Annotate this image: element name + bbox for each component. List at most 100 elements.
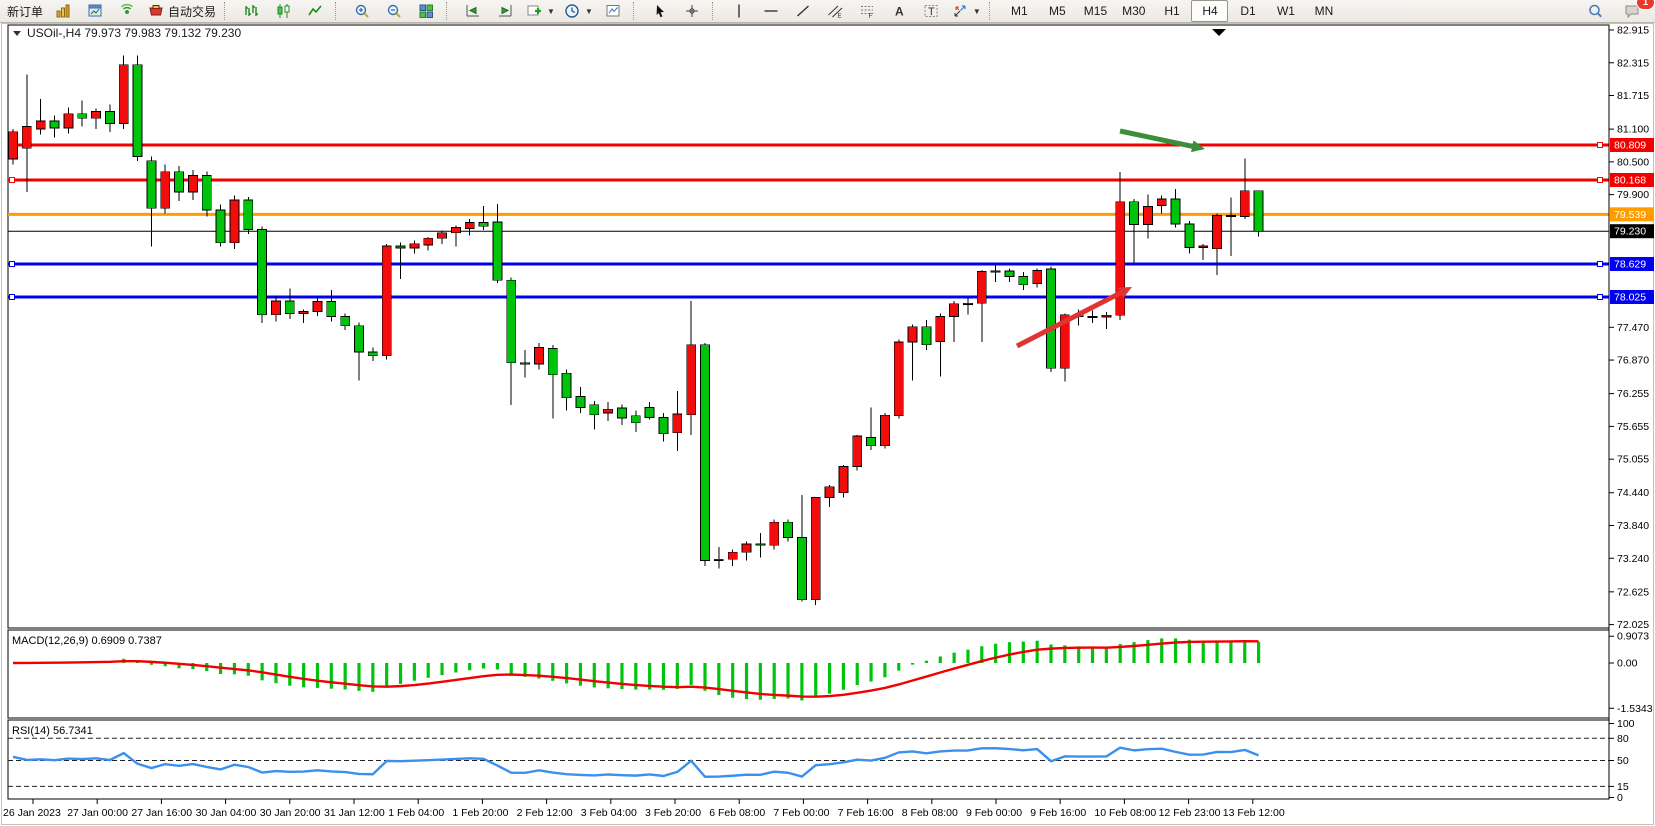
auto-trading-button[interactable]: 自动交易: [144, 0, 220, 22]
trendline-button[interactable]: [788, 0, 819, 22]
zoom-in-button[interactable]: [347, 0, 378, 22]
candle-body[interactable]: [672, 413, 683, 434]
trend-arrow-green[interactable]: [1119, 128, 1205, 153]
candle-body[interactable]: [21, 125, 32, 149]
timeframe-d1-button[interactable]: D1: [1240, 4, 1256, 18]
candle-body[interactable]: [146, 160, 157, 209]
market-watch-button[interactable]: [80, 0, 111, 22]
candle-body[interactable]: [852, 435, 863, 467]
candle-body[interactable]: [893, 341, 904, 417]
candle-body[interactable]: [921, 326, 932, 346]
line-handle[interactable]: [1597, 261, 1603, 268]
candle-body[interactable]: [354, 325, 364, 353]
candle-body[interactable]: [1101, 314, 1112, 318]
candle-body[interactable]: [796, 537, 807, 601]
candle-body[interactable]: [561, 372, 572, 399]
tile-windows-button[interactable]: [411, 0, 442, 22]
candle-body[interactable]: [409, 243, 420, 249]
candle-body[interactable]: [727, 551, 738, 560]
text-label-button[interactable]: T: [916, 0, 947, 22]
candle-body[interactable]: [1156, 198, 1167, 206]
charts-button[interactable]: [48, 0, 79, 22]
search-button[interactable]: [1580, 0, 1611, 22]
chart-template-button[interactable]: [598, 0, 629, 22]
candle-body[interactable]: [326, 301, 337, 317]
candle-body[interactable]: [215, 209, 226, 244]
candle-body[interactable]: [880, 414, 890, 447]
candle-body[interactable]: [478, 222, 489, 227]
candle-body[interactable]: [188, 175, 198, 193]
candle-body[interactable]: [1018, 276, 1029, 286]
candle-body[interactable]: [118, 64, 129, 125]
shapes-button[interactable]: ▼: [948, 0, 985, 22]
text-button[interactable]: A: [884, 0, 915, 22]
candle-body[interactable]: [91, 111, 101, 119]
line-handle[interactable]: [1597, 141, 1603, 148]
candle-body[interactable]: [1198, 245, 1209, 248]
candle-body[interactable]: [547, 348, 558, 376]
candle-body[interactable]: [1253, 190, 1264, 232]
candle-body[interactable]: [630, 415, 641, 424]
candle-body[interactable]: [769, 521, 780, 546]
candle-body[interactable]: [1142, 206, 1153, 226]
notifications-button[interactable]: 1: [1617, 0, 1655, 22]
candle-body[interactable]: [229, 199, 240, 244]
candle-body[interactable]: [132, 64, 143, 157]
add-indicator-button[interactable]: ▼: [522, 0, 559, 22]
fibonacci-button[interactable]: F: [852, 0, 883, 22]
candle-body[interactable]: [1115, 201, 1126, 316]
timeframe-m5-button[interactable]: M5: [1048, 4, 1066, 18]
candle-body[interactable]: [1184, 223, 1195, 248]
crosshair-button[interactable]: [677, 0, 708, 22]
candle-body[interactable]: [492, 221, 503, 281]
equidistant-channel-button[interactable]: E: [820, 0, 851, 22]
candle-body[interactable]: [160, 171, 171, 209]
candle-body[interactable]: [949, 303, 960, 317]
new-order-button[interactable]: 新订单: [3, 0, 47, 22]
periods-button[interactable]: ▼: [560, 0, 597, 22]
candle-body[interactable]: [104, 111, 115, 125]
candle-body[interactable]: [686, 344, 697, 416]
candle-body[interactable]: [506, 279, 517, 364]
chevron-down-icon[interactable]: ▼: [972, 6, 981, 16]
candle-body[interactable]: [381, 245, 392, 357]
candle-body[interactable]: [77, 113, 88, 119]
candle-body[interactable]: [1087, 315, 1098, 318]
candlestick-chart-type-button[interactable]: [268, 0, 299, 22]
candle-body[interactable]: [201, 175, 212, 211]
line-handle[interactable]: [1597, 293, 1603, 300]
chevron-down-icon[interactable]: ▼: [584, 6, 593, 16]
candle-body[interactable]: [464, 222, 475, 229]
candle-body[interactable]: [866, 437, 876, 447]
candle-body[interactable]: [271, 300, 281, 316]
candle-body[interactable]: [1032, 270, 1043, 285]
candle-body[interactable]: [298, 311, 309, 315]
timeframe-mn-button[interactable]: MN: [1314, 4, 1334, 18]
candle-body[interactable]: [1129, 201, 1139, 226]
candle-body[interactable]: [907, 326, 918, 343]
bar-chart-type-button[interactable]: [236, 0, 267, 22]
candle-body[interactable]: [1046, 268, 1056, 369]
candle-body[interactable]: [713, 558, 724, 561]
candle-body[interactable]: [617, 407, 627, 419]
candle-body[interactable]: [8, 131, 18, 160]
candle-body[interactable]: [741, 543, 752, 553]
timeframe-m30-button[interactable]: M30: [1122, 4, 1146, 18]
candle-body[interactable]: [810, 497, 821, 601]
candle-body[interactable]: [340, 315, 351, 327]
timeframe-h4-button[interactable]: H4: [1191, 0, 1229, 22]
candle-body[interactable]: [49, 120, 60, 129]
chart-window[interactable]: 82.915 82.315 81.715 81.100 80.500 79.900 77.4…: [0, 23, 1655, 826]
candle-body[interactable]: [1226, 214, 1236, 217]
candle-body[interactable]: [395, 245, 406, 249]
candle-body[interactable]: [658, 416, 669, 435]
line-handle[interactable]: [1597, 176, 1603, 183]
candle-body[interactable]: [1239, 190, 1250, 217]
candle-body[interactable]: [1170, 198, 1181, 225]
candle-body[interactable]: [976, 271, 987, 304]
candle-body[interactable]: [603, 408, 614, 414]
candle-body[interactable]: [990, 270, 1001, 273]
candle-body[interactable]: [450, 226, 461, 234]
collapse-triangle-icon[interactable]: [13, 31, 21, 36]
candle-body[interactable]: [575, 396, 586, 408]
